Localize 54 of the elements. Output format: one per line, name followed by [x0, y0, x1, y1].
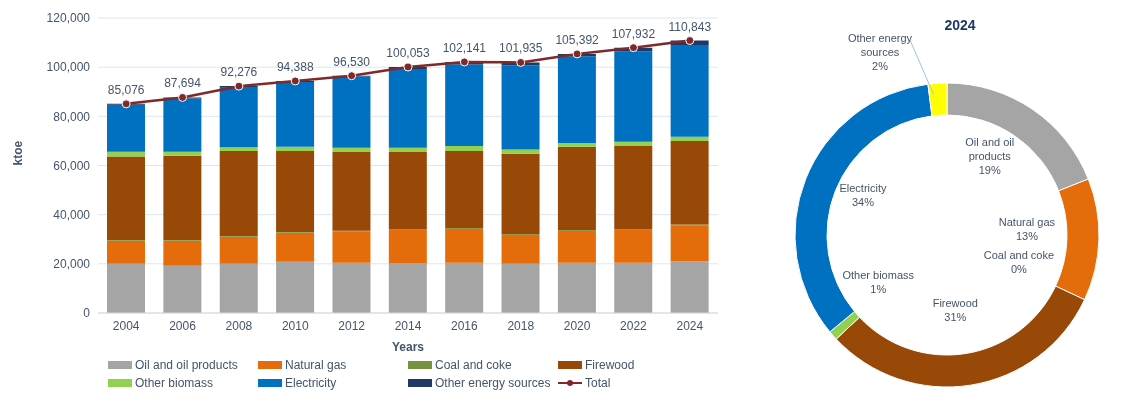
legend-label: Electricity	[285, 376, 337, 390]
data-label: 34%	[851, 195, 875, 208]
y-tick-label: 40,000	[53, 207, 91, 222]
x-axis-title: Years	[391, 340, 425, 354]
data-label: 105,392	[555, 32, 600, 47]
x-tick-label: 2022	[620, 318, 648, 333]
x-tick-label: 2018	[507, 318, 535, 333]
chart-title: 2024	[944, 17, 976, 33]
slice-label: Other energy sources	[847, 32, 913, 58]
y-tick-label: 0	[83, 306, 91, 321]
category-label: Coal and coke	[983, 249, 1055, 262]
slice-label: Other biomass	[842, 269, 915, 282]
data-label: 110,843	[668, 19, 712, 34]
data-label: 96,530	[333, 54, 371, 69]
x-tick-label: 2020	[563, 318, 591, 333]
slice-label: Natural gas	[998, 215, 1056, 228]
data-label: 102,141	[442, 40, 487, 55]
x-tick-label: 2016	[451, 318, 479, 333]
data-label: 13%	[1015, 229, 1039, 242]
y-tick-label: 60,000	[53, 158, 91, 173]
slice-label: Firewood	[932, 296, 978, 309]
data-label: 31%	[944, 310, 967, 323]
text: 0%	[1010, 263, 1027, 276]
legend-label: Other biomass	[135, 376, 214, 390]
y-tick-label: 120,000	[46, 11, 91, 26]
x-tick-label: 2012	[338, 318, 366, 333]
data-label: 107,932	[611, 26, 656, 41]
legend-label: Total	[585, 376, 611, 390]
legend-label: Natural gas	[285, 358, 347, 372]
y-axis-title: ktoe	[11, 140, 26, 166]
y-tick-label: 100,000	[46, 60, 91, 75]
x-tick-label: 2004	[112, 318, 140, 333]
data-label: 101,935	[499, 41, 543, 56]
x-tick-label: 2008	[225, 318, 253, 333]
slice-label: Oil and oil products	[965, 135, 1015, 162]
data-label: 92,276	[220, 65, 258, 80]
x-tick-label: 2024	[676, 318, 704, 333]
x-tick-label: 2014	[394, 318, 422, 333]
legend-label: Firewood	[585, 358, 635, 372]
data-label: 1%	[870, 283, 887, 296]
data-label: 94,388	[276, 59, 314, 74]
y-tick-label: 20,000	[53, 257, 91, 272]
x-tick-label: 2006	[169, 318, 197, 333]
x-tick-label: 2010	[281, 318, 309, 333]
data-label: 85,076	[107, 82, 145, 97]
data-label: 87,694	[164, 76, 202, 91]
slice-label: Electricity	[839, 181, 887, 194]
data-label: 2%	[872, 60, 889, 72]
y-tick-label: 80,000	[53, 109, 91, 124]
legend-label: Coal and coke	[435, 358, 512, 372]
legend-label: Oil and oil products	[135, 358, 238, 372]
data-label: 19%	[978, 163, 1001, 176]
data-label: 100,053	[386, 46, 431, 61]
legend-label: Other energy sources	[435, 376, 551, 390]
